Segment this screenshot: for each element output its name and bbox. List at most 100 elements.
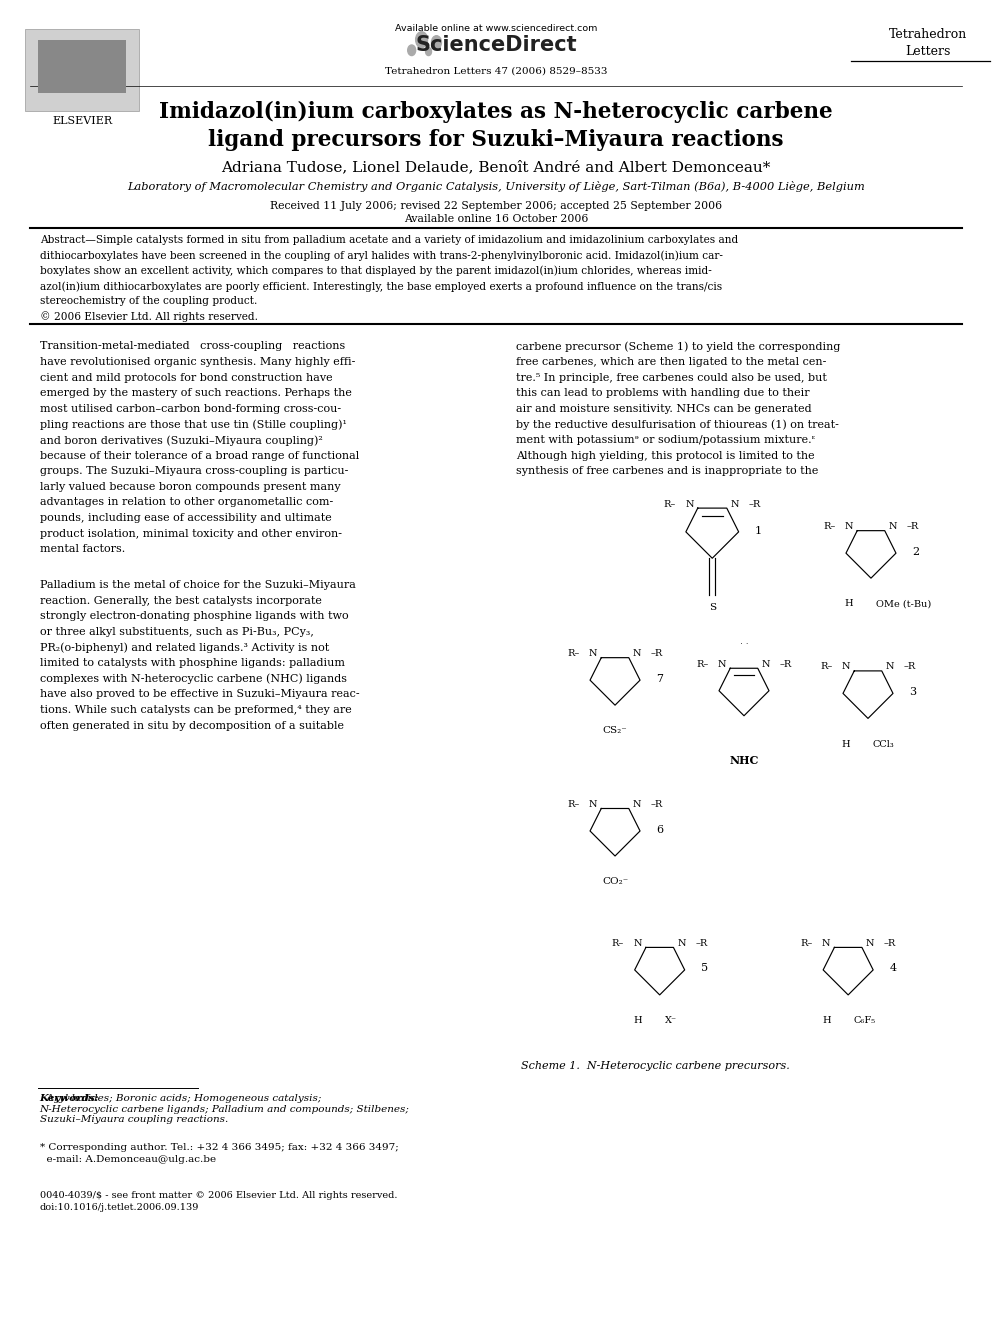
Text: R–: R– (823, 523, 835, 532)
Text: emerged by the mastery of such reactions. Perhaps the: emerged by the mastery of such reactions… (40, 388, 351, 398)
Text: N: N (685, 500, 693, 508)
Text: Although high yielding, this protocol is limited to the: Although high yielding, this protocol is… (516, 451, 814, 460)
Text: mental factors.: mental factors. (40, 544, 125, 554)
Text: OMe (t-Bu): OMe (t-Bu) (876, 599, 931, 609)
Text: this can lead to problems with handling due to their: this can lead to problems with handling … (516, 388, 809, 398)
Text: R–: R– (567, 800, 579, 810)
Text: air and moisture sensitivity. NHCs can be generated: air and moisture sensitivity. NHCs can b… (516, 404, 811, 414)
Text: 6: 6 (657, 824, 664, 835)
Text: tre.⁵ In principle, free carbenes could also be used, but: tre.⁵ In principle, free carbenes could … (516, 373, 826, 382)
Text: free carbenes, which are then ligated to the metal cen-: free carbenes, which are then ligated to… (516, 357, 826, 366)
Text: Tetrahedron Letters 47 (2006) 8529–8533: Tetrahedron Letters 47 (2006) 8529–8533 (385, 66, 607, 75)
Text: Palladium is the metal of choice for the Suzuki–Miyaura: Palladium is the metal of choice for the… (40, 581, 355, 590)
Text: R–: R– (801, 939, 812, 949)
Text: X⁻: X⁻ (665, 1016, 677, 1025)
Text: limited to catalysts with phosphine ligands: palladium: limited to catalysts with phosphine liga… (40, 659, 344, 668)
Text: groups. The Suzuki–Miyaura cross-coupling is particu-: groups. The Suzuki–Miyaura cross-couplin… (40, 466, 348, 476)
Text: cient and mild protocols for bond construction have: cient and mild protocols for bond constr… (40, 373, 332, 382)
Text: CCl₃: CCl₃ (873, 740, 895, 749)
Text: complexes with N-heterocyclic carbene (NHC) ligands: complexes with N-heterocyclic carbene (N… (40, 673, 346, 684)
Circle shape (408, 45, 416, 56)
Text: H: H (822, 1016, 830, 1025)
Text: –R: –R (651, 650, 663, 659)
Text: reaction. Generally, the best catalysts incorporate: reaction. Generally, the best catalysts … (40, 595, 321, 606)
Text: by the reductive desulfurisation of thioureas (1) on treat-: by the reductive desulfurisation of thio… (516, 419, 838, 430)
Text: N: N (678, 939, 685, 949)
Text: R–: R– (820, 663, 832, 672)
Text: N: N (822, 939, 830, 949)
Text: R–: R– (696, 660, 708, 669)
Text: advantages in relation to other organometallic com-: advantages in relation to other organome… (40, 497, 333, 508)
Text: Aryl halides; Boronic acids; Homogeneous catalysis;
N-Heterocyclic carbene ligan: Aryl halides; Boronic acids; Homogeneous… (40, 1094, 410, 1125)
Text: N: N (731, 500, 739, 508)
Text: boxylates show an excellent activity, which compares to that displayed by the pa: boxylates show an excellent activity, wh… (40, 266, 711, 277)
Text: –R: –R (884, 939, 896, 949)
Text: larly valued because boron compounds present many: larly valued because boron compounds pre… (40, 482, 340, 492)
Text: have also proved to be effective in Suzuki–Miyaura reac-: have also proved to be effective in Suzu… (40, 689, 359, 700)
Text: Letters: Letters (905, 45, 950, 58)
Circle shape (432, 36, 441, 49)
Text: * Corresponding author. Tel.: +32 4 366 3495; fax: +32 4 366 3497;
  e-mail: A.D: * Corresponding author. Tel.: +32 4 366 … (40, 1143, 399, 1164)
Text: N: N (589, 800, 597, 810)
Text: C₆F₅: C₆F₅ (853, 1016, 875, 1025)
Text: Adriana Tudose, Lionel Delaude, Benoît André and Albert Demonceau*: Adriana Tudose, Lionel Delaude, Benoît A… (221, 160, 771, 175)
Text: ment with potassiumᵊ or sodium/potassium mixture.ᵋ: ment with potassiumᵊ or sodium/potassium… (516, 435, 815, 445)
Text: R–: R– (612, 939, 624, 949)
Text: Received 11 July 2006; revised 22 September 2006; accepted 25 September 2006: Received 11 July 2006; revised 22 Septem… (270, 201, 722, 212)
Text: N: N (633, 800, 641, 810)
Text: dithiocarboxylates have been screened in the coupling of aryl halides with trans: dithiocarboxylates have been screened in… (40, 251, 722, 261)
Text: CS₂⁻: CS₂⁻ (603, 726, 627, 736)
Circle shape (416, 32, 428, 48)
Text: H: H (842, 740, 850, 749)
Text: ELSEVIER: ELSEVIER (53, 116, 112, 127)
Text: N: N (842, 663, 850, 672)
Text: Keywords:: Keywords: (40, 1094, 99, 1103)
Text: –R: –R (695, 939, 707, 949)
Text: H: H (634, 1016, 642, 1025)
Text: Scheme 1.  N-Heterocyclic carbene precursors.: Scheme 1. N-Heterocyclic carbene precurs… (521, 1061, 790, 1072)
Text: H: H (845, 599, 853, 609)
Text: Laboratory of Macromolecular Chemistry and Organic Catalysis, University of Lièg: Laboratory of Macromolecular Chemistry a… (127, 181, 865, 192)
Text: N: N (889, 523, 897, 532)
Text: Abstract—Simple catalysts formed in situ from palladium acetate and a variety of: Abstract—Simple catalysts formed in situ… (40, 235, 738, 246)
Bar (25, 29, 139, 111)
Text: pounds, including ease of accessibility and ultimate: pounds, including ease of accessibility … (40, 513, 331, 523)
Text: have revolutionised organic synthesis. Many highly effi-: have revolutionised organic synthesis. M… (40, 357, 355, 366)
Text: Available online at www.sciencedirect.com: Available online at www.sciencedirect.co… (395, 24, 597, 33)
Text: 1: 1 (755, 525, 762, 536)
Text: Available online 16 October 2006: Available online 16 October 2006 (404, 214, 588, 225)
Text: 7: 7 (657, 673, 664, 684)
Text: N: N (866, 939, 874, 949)
Circle shape (426, 48, 432, 56)
Text: © 2006 Elsevier Ltd. All rights reserved.: © 2006 Elsevier Ltd. All rights reserved… (40, 312, 258, 323)
Text: or three alkyl substituents, such as Pi-Bu₃, PCy₃,: or three alkyl substituents, such as Pi-… (40, 627, 313, 636)
Text: –R: –R (749, 500, 761, 508)
Text: strongly electron-donating phosphine ligands with two: strongly electron-donating phosphine lig… (40, 611, 348, 622)
Text: and boron derivatives (Suzuki–Miyaura coupling)²: and boron derivatives (Suzuki–Miyaura co… (40, 435, 322, 446)
Text: 0040-4039/$ - see front matter © 2006 Elsevier Ltd. All rights reserved.
doi:10.: 0040-4039/$ - see front matter © 2006 El… (40, 1191, 397, 1212)
Text: synthesis of free carbenes and is inappropriate to the: synthesis of free carbenes and is inappr… (516, 466, 818, 476)
Bar (38, 40, 126, 93)
Text: N: N (634, 939, 642, 949)
Text: R–: R– (567, 650, 579, 659)
Text: azol(in)ium dithiocarboxylates are poorly efficient. Interestingly, the base emp: azol(in)ium dithiocarboxylates are poorl… (40, 282, 722, 291)
Text: R–: R– (664, 500, 676, 508)
Text: S: S (708, 603, 716, 613)
Text: 4: 4 (890, 963, 897, 974)
Text: N: N (845, 523, 853, 532)
Text: –R: –R (904, 663, 916, 672)
Text: N: N (589, 650, 597, 659)
Text: 5: 5 (701, 963, 708, 974)
Text: stereochemistry of the coupling product.: stereochemistry of the coupling product. (40, 296, 257, 307)
Text: pling reactions are those that use tin (Stille coupling)¹: pling reactions are those that use tin (… (40, 419, 346, 430)
Text: · ·: · · (740, 640, 748, 650)
Text: Imidazol(in)ium carboxylates as N-heterocyclic carbene
ligand precursors for Suz: Imidazol(in)ium carboxylates as N-hetero… (159, 101, 833, 151)
Text: NHC: NHC (729, 755, 759, 766)
Text: PR₂(o-biphenyl) and related ligands.³ Activity is not: PR₂(o-biphenyl) and related ligands.³ Ac… (40, 643, 329, 654)
Text: 2: 2 (913, 546, 920, 557)
Text: Transition-metal-mediated   cross-coupling   reactions: Transition-metal-mediated cross-coupling… (40, 341, 345, 352)
Text: CO₂⁻: CO₂⁻ (602, 877, 628, 886)
Text: 3: 3 (910, 687, 917, 697)
Text: N: N (886, 663, 894, 672)
Text: ScienceDirect: ScienceDirect (416, 36, 576, 56)
